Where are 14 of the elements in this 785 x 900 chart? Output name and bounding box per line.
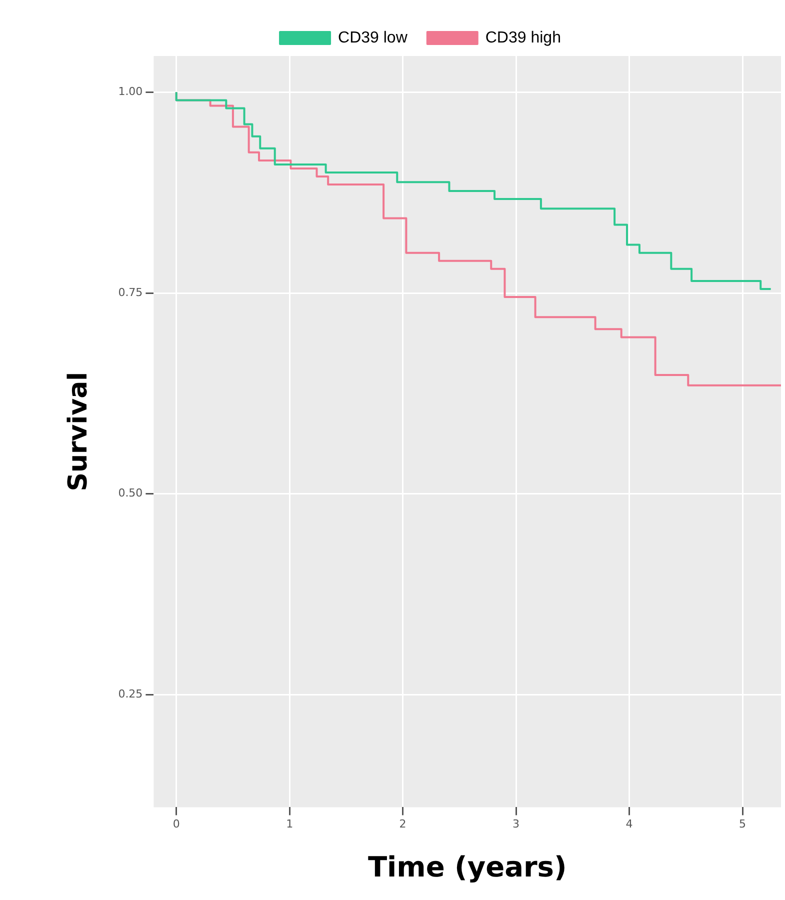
x-tick-label: 5 (739, 818, 746, 831)
legend-label: CD39 low (338, 29, 408, 46)
x-tick-label: 4 (626, 818, 633, 831)
legend-label: CD39 high (485, 29, 561, 46)
x-tick-label: 1 (286, 818, 294, 831)
x-tick-label: 0 (172, 818, 180, 831)
x-tick-label: 2 (399, 818, 406, 831)
x-tick-label: 3 (512, 818, 520, 831)
y-axis-title: Survival (63, 372, 94, 492)
y-tick-label: 0.75 (118, 286, 143, 299)
y-tick-label: 0.50 (118, 486, 143, 500)
y-tick-label: 0.25 (118, 688, 143, 701)
x-axis-title: Time (years) (368, 850, 567, 884)
y-tick-label: 1.00 (118, 85, 143, 98)
